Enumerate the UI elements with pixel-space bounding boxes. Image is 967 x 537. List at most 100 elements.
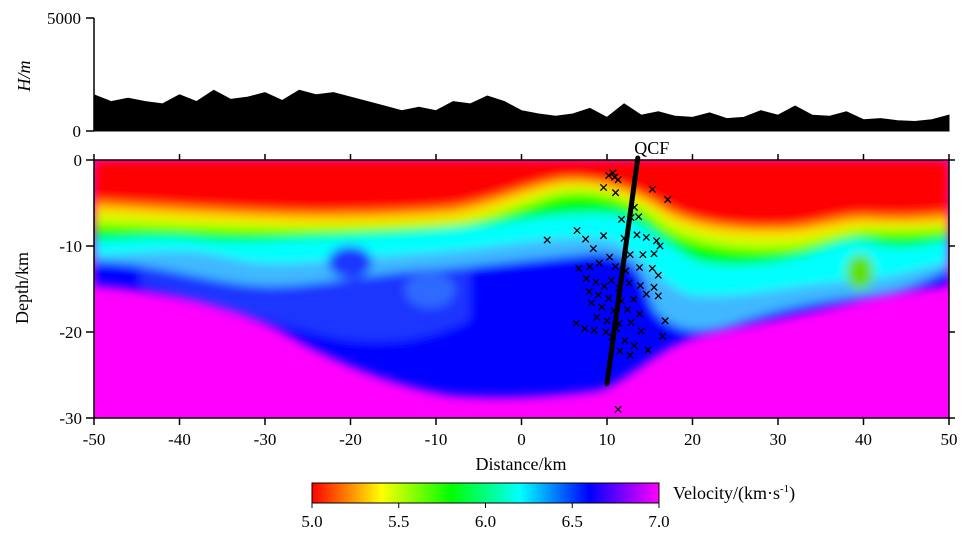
section-y-tick-label: -10: [59, 237, 82, 256]
earthquake-marker: [639, 250, 647, 259]
earthquake-marker: [572, 319, 580, 328]
earthquake-marker: [573, 226, 581, 235]
earthquake-marker: [635, 263, 644, 272]
earthquake-marker: [661, 317, 669, 325]
earthquake-marker: [600, 282, 609, 291]
topography-panel: 5000 0 H/m: [14, 9, 950, 141]
earthquake-marker: [611, 189, 620, 197]
earthquake-marker: [589, 244, 597, 253]
section-x-axis: -50 -40 -30 -20 -10 0 10 20 30 40 50: [83, 154, 958, 449]
earthquake-marker: [599, 183, 608, 192]
earthquake-marker: [627, 318, 635, 327]
earthquake-marker: [654, 292, 662, 300]
earthquake-marker: [594, 291, 603, 299]
topography-y-axis-title: H/m: [14, 61, 34, 93]
colorbar-tick-label: 7.0: [648, 512, 669, 531]
topography-profile: [93, 89, 950, 132]
colorbar-tick-label: 5.0: [301, 512, 322, 531]
earthquake-marker: [650, 283, 658, 291]
earthquake-marker: [543, 236, 551, 244]
earthquake-marker: [595, 259, 603, 267]
topography-y-tick-label: 5000: [47, 9, 81, 28]
section-x-tick-label: -50: [83, 430, 106, 449]
colorbar-tick-label: 6.5: [562, 512, 583, 531]
section-x-tick-label: 50: [941, 430, 958, 449]
section-y-tick-label: -20: [59, 323, 82, 342]
earthquake-marker: [586, 262, 594, 271]
section-y-tick-label: 0: [74, 151, 83, 170]
topography-y-tick-label: 0: [73, 122, 82, 141]
section-x-tick-label: -20: [339, 430, 362, 449]
section-x-tick-label: -30: [254, 430, 277, 449]
colorbar-tick-label: 6.0: [475, 512, 496, 531]
earthquake-marker: [611, 262, 620, 271]
earthquake-marker: [648, 264, 656, 273]
section-y-tick-label: -30: [59, 409, 82, 428]
velocity-heatmap: [94, 160, 949, 418]
earthquake-marker: [602, 328, 610, 336]
colorbar-gradient: [311, 482, 660, 504]
earthquake-marker: [642, 233, 650, 242]
fault-trace: [604, 155, 641, 387]
colorbar-ticks: 5.0 5.5 6.0 6.5 7.0: [301, 503, 670, 531]
earthquake-marker: [603, 317, 611, 325]
earthquake-marker: [629, 295, 638, 303]
earthquake-marker: [616, 347, 624, 355]
earthquake-marker: [625, 279, 633, 287]
earthquake-marker: [587, 299, 596, 307]
section-y-axis-title: Depth/km: [12, 252, 32, 324]
section-x-tick-label: 10: [599, 430, 616, 449]
earthquake-marker: [609, 169, 617, 177]
section-x-tick-label: -40: [168, 430, 191, 449]
earthquake-marker: [607, 276, 615, 285]
earthquake-marker: [623, 305, 632, 314]
earthquake-marker: [635, 310, 644, 318]
earthquake-marker: [652, 237, 661, 245]
earthquake-marker: [650, 250, 658, 258]
earthquake-marker: [636, 281, 645, 290]
earthquake-marker: [585, 287, 593, 296]
earthquake-marker: [605, 294, 613, 303]
earthquake-marker: [617, 215, 626, 223]
earthquake-marker: [634, 213, 643, 221]
section-y-axis: 0 -10 -20 -30: [59, 151, 955, 428]
colorbar: 5.0 5.5 6.0 6.5 7.0 Velocity/(km·s-1): [301, 482, 795, 531]
earthquake-marker: [581, 235, 590, 243]
earthquake-marker: [654, 271, 662, 279]
colorbar-tick-label: 5.5: [388, 512, 409, 531]
earthquake-marker: [658, 332, 667, 340]
colorbar-title: Velocity/(km·s-1): [673, 483, 795, 504]
earthquake-marker: [621, 336, 629, 345]
earthquake-marker: [644, 346, 652, 354]
section-x-tick-label: 40: [855, 430, 872, 449]
earthquake-marker: [642, 290, 650, 298]
section-x-tick-label: 0: [517, 430, 526, 449]
earthquake-marker: [605, 253, 614, 261]
earthquake-marker: [664, 195, 672, 204]
section-x-tick-label: -10: [425, 430, 448, 449]
earthquake-marker: [637, 327, 645, 335]
earthquake-marker: [581, 324, 589, 333]
earthquake-marker: [656, 242, 664, 250]
earthquake-marker: [605, 171, 613, 180]
earthquake-marker: [626, 250, 634, 259]
earthquake-marker: [614, 405, 622, 414]
earthquake-marker: [630, 342, 639, 350]
earthquake-marker: [614, 176, 622, 184]
earthquake-marker: [648, 185, 656, 193]
earthquake-marker: [593, 313, 601, 322]
fault-label: QCF: [634, 138, 669, 158]
earthquake-marker: [598, 303, 606, 311]
earthquake-marker: [582, 275, 591, 283]
earthquake-marker: [633, 231, 641, 239]
earthquake-marker: [599, 232, 608, 240]
section-x-tick-label: 30: [770, 430, 787, 449]
section-x-axis-title: Distance/km: [476, 454, 567, 474]
velocity-section-panel: QCF -50 -40 -30 -20 -10 0 10 20 30 40 50 0 -10 -20 -3…: [12, 138, 958, 474]
earthquake-marker: [626, 351, 634, 359]
earthquake-marker: [590, 326, 598, 334]
earthquake-marker: [575, 264, 583, 273]
section-x-tick-label: 20: [684, 430, 701, 449]
earthquake-marker: [592, 278, 600, 286]
